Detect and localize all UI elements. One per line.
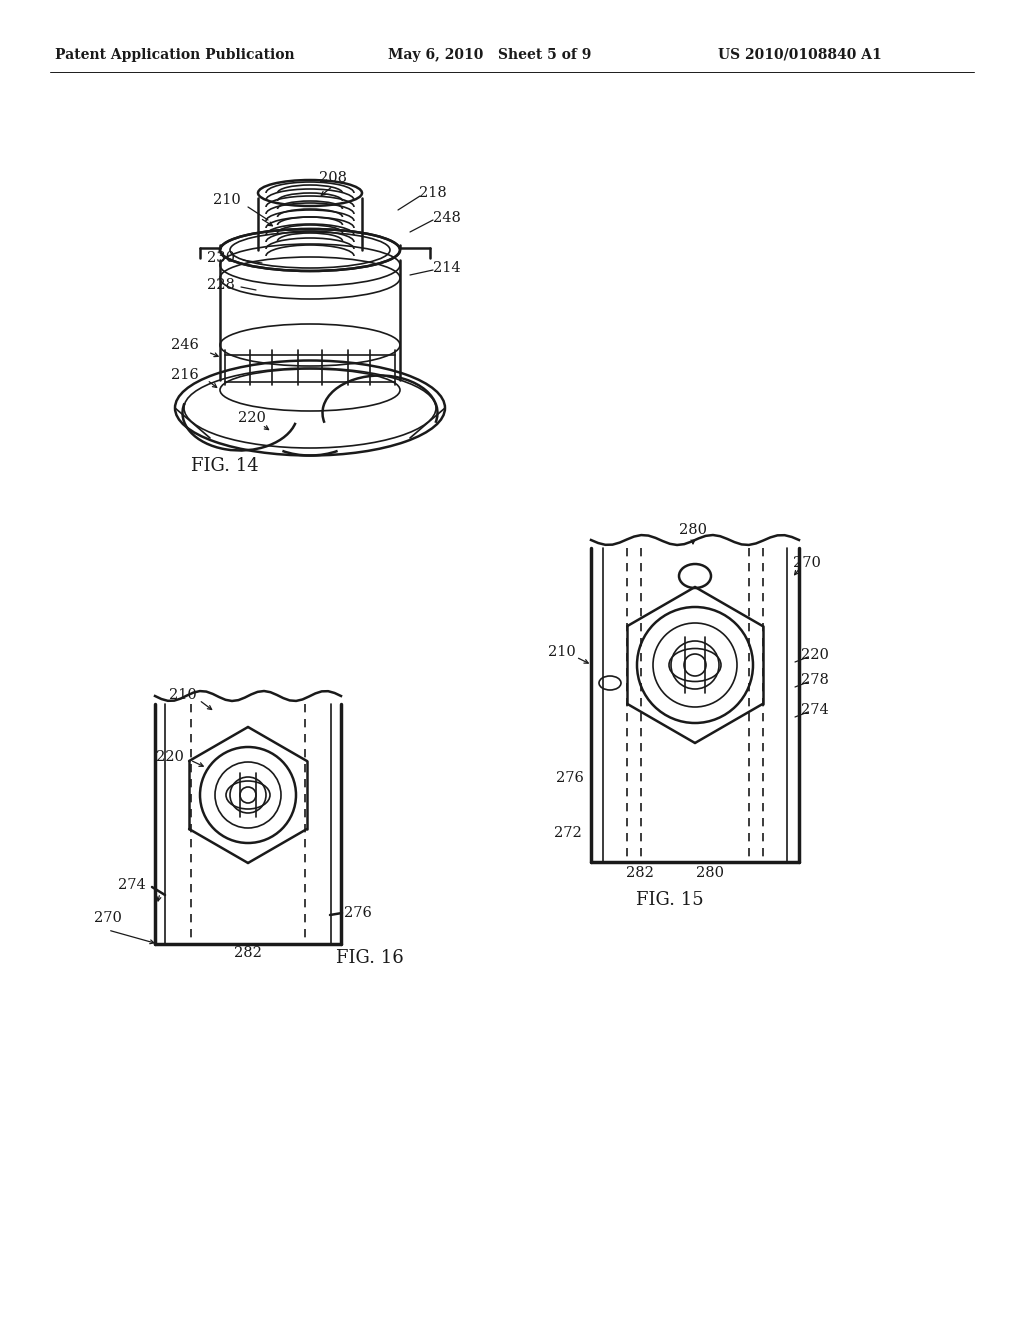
Text: 220: 220 (238, 411, 266, 425)
Text: 210: 210 (169, 688, 197, 702)
Text: 228: 228 (207, 279, 234, 292)
Text: 272: 272 (554, 826, 582, 840)
Text: 216: 216 (171, 368, 199, 381)
Text: 208: 208 (319, 172, 347, 185)
Text: FIG. 16: FIG. 16 (336, 949, 403, 968)
Text: 270: 270 (94, 911, 122, 925)
Text: FIG. 14: FIG. 14 (191, 457, 259, 475)
Text: 278: 278 (801, 673, 829, 686)
Text: 230: 230 (207, 251, 234, 265)
Text: Patent Application Publication: Patent Application Publication (55, 48, 295, 62)
Text: 282: 282 (234, 946, 262, 960)
Text: 220: 220 (156, 750, 184, 764)
Text: 246: 246 (171, 338, 199, 352)
Text: 270: 270 (793, 556, 821, 570)
Text: 220: 220 (801, 648, 829, 663)
Text: 218: 218 (419, 186, 446, 201)
Text: US 2010/0108840 A1: US 2010/0108840 A1 (718, 48, 882, 62)
Text: 210: 210 (213, 193, 241, 207)
Text: 276: 276 (556, 771, 584, 785)
Text: FIG. 15: FIG. 15 (636, 891, 703, 909)
Text: 210: 210 (548, 645, 575, 659)
Text: 248: 248 (433, 211, 461, 224)
Text: 274: 274 (118, 878, 145, 892)
Text: 280: 280 (679, 523, 707, 537)
Text: 280: 280 (696, 866, 724, 880)
Text: 274: 274 (801, 704, 828, 717)
Text: 276: 276 (344, 906, 372, 920)
Text: 214: 214 (433, 261, 461, 275)
Text: 282: 282 (626, 866, 654, 880)
Text: May 6, 2010   Sheet 5 of 9: May 6, 2010 Sheet 5 of 9 (388, 48, 592, 62)
